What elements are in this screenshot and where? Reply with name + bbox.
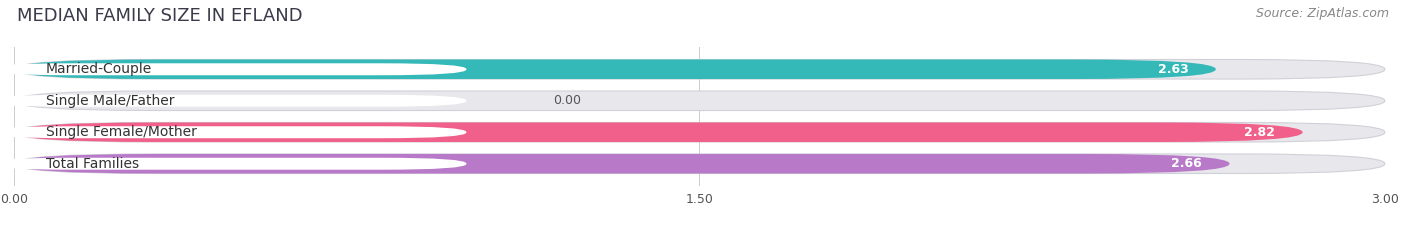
FancyBboxPatch shape bbox=[0, 126, 467, 138]
Text: 2.63: 2.63 bbox=[1157, 63, 1188, 76]
FancyBboxPatch shape bbox=[14, 59, 1216, 79]
Text: 0.00: 0.00 bbox=[554, 94, 581, 107]
Text: 2.82: 2.82 bbox=[1244, 126, 1275, 139]
Text: 2.66: 2.66 bbox=[1171, 157, 1202, 170]
FancyBboxPatch shape bbox=[14, 123, 1303, 142]
FancyBboxPatch shape bbox=[14, 91, 1385, 110]
FancyBboxPatch shape bbox=[0, 95, 467, 107]
Text: Single Female/Mother: Single Female/Mother bbox=[46, 125, 197, 139]
FancyBboxPatch shape bbox=[14, 154, 1385, 174]
Text: MEDIAN FAMILY SIZE IN EFLAND: MEDIAN FAMILY SIZE IN EFLAND bbox=[17, 7, 302, 25]
Text: Single Male/Father: Single Male/Father bbox=[46, 94, 174, 108]
FancyBboxPatch shape bbox=[0, 158, 467, 170]
Text: Total Families: Total Families bbox=[46, 157, 139, 171]
Text: Married-Couple: Married-Couple bbox=[46, 62, 152, 76]
FancyBboxPatch shape bbox=[14, 154, 1229, 174]
FancyBboxPatch shape bbox=[14, 59, 1385, 79]
FancyBboxPatch shape bbox=[0, 63, 467, 75]
Text: Source: ZipAtlas.com: Source: ZipAtlas.com bbox=[1256, 7, 1389, 20]
FancyBboxPatch shape bbox=[14, 123, 1385, 142]
